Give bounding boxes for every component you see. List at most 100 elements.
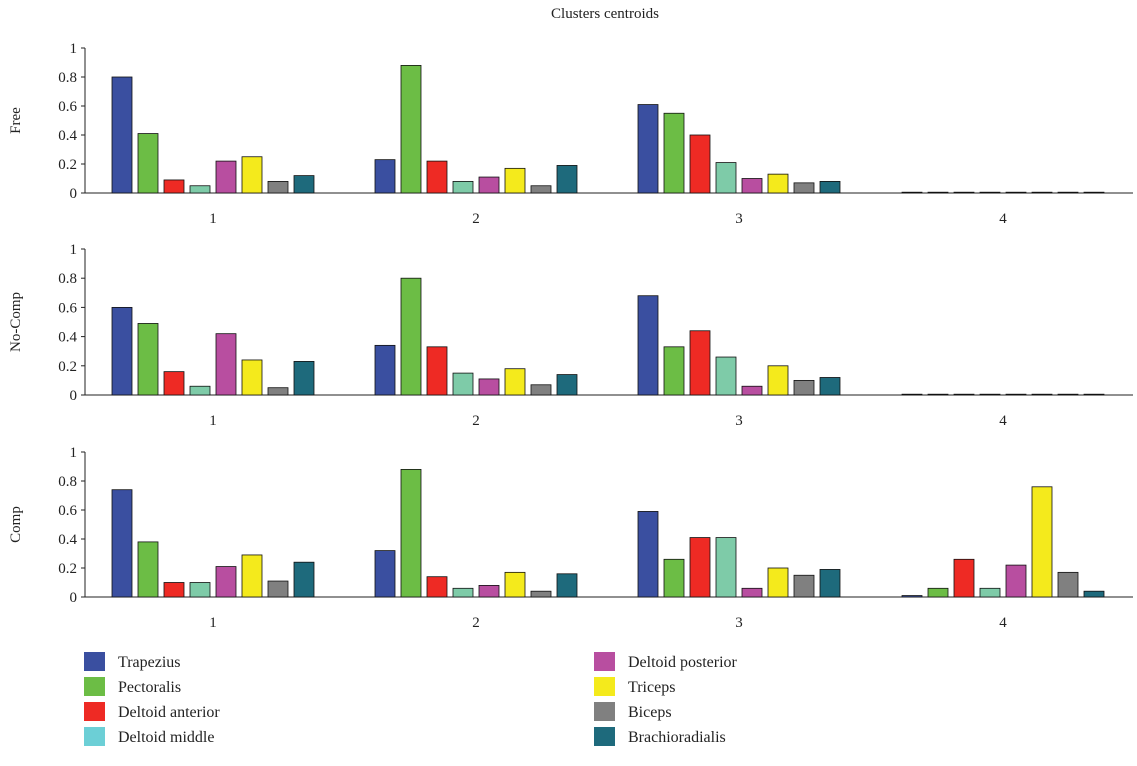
y-tick-label: 0.6: [58, 300, 77, 316]
bar-pectoralis: [927, 587, 949, 598]
y-tick-label: 1: [70, 41, 78, 57]
bar-biceps: [267, 580, 289, 598]
x-tick-label: 1: [209, 211, 217, 227]
bar-deltoid-anterior: [426, 160, 448, 194]
y-tick-label: 0: [70, 186, 78, 202]
x-tick-label: 3: [735, 413, 743, 429]
bar-trapezius: [637, 511, 659, 598]
bar-deltoid-posterior: [741, 385, 763, 396]
bar-group-2: [374, 277, 578, 396]
bar-deltoid-anterior: [953, 191, 975, 194]
bar-trapezius: [111, 489, 133, 598]
bar-trapezius: [111, 76, 133, 194]
bar-pectoralis: [927, 393, 949, 396]
legend-swatch: [84, 677, 105, 696]
legend: Trapezius Pectoralis Deltoid anterior Delto…: [84, 652, 738, 746]
legend-label: Deltoid posterior: [628, 654, 738, 671]
legend-label: Triceps: [628, 679, 675, 696]
y-tick-label: 0.4: [58, 330, 77, 346]
bar-triceps: [504, 167, 526, 194]
bar-group-4: [901, 393, 1105, 396]
bar-brachioradialis: [819, 377, 841, 396]
bar-deltoid-anterior: [689, 330, 711, 396]
bar-pectoralis: [400, 277, 422, 396]
bar-pectoralis: [663, 346, 685, 396]
bar-group-1: [111, 76, 315, 194]
bar-deltoid-posterior: [215, 566, 237, 598]
bar-deltoid-middle: [189, 582, 211, 598]
bar-brachioradialis: [819, 569, 841, 598]
bar-brachioradialis: [293, 561, 315, 598]
x-tick-label: 4: [999, 413, 1007, 429]
bar-trapezius: [637, 295, 659, 396]
y-tick-label: 1: [70, 242, 78, 258]
bar-biceps: [793, 182, 815, 194]
bar-biceps: [793, 574, 815, 598]
bar-deltoid-middle: [979, 587, 1001, 598]
bar-deltoid-anterior: [953, 558, 975, 598]
panel-2: 0 0.2 0.4 0.6 0.8 1 No-Comp 1 2 3 4: [8, 242, 1133, 429]
bar-deltoid-middle: [715, 537, 737, 598]
legend-item-deltoid-anterior: Deltoid anterior: [84, 702, 220, 721]
bar-deltoid-posterior: [741, 587, 763, 598]
bar-biceps: [530, 384, 552, 396]
bar-brachioradialis: [556, 165, 578, 194]
bar-group-3: [637, 295, 841, 396]
bar-group-2: [374, 468, 578, 598]
y-tick-label: 1: [70, 445, 78, 461]
panels: 0 0.2 0.4 0.6 0.8 1 Free 1 2 3 4 0 0.2 0.4 0.6 0.8 1 No-C…: [8, 41, 1133, 631]
bar-deltoid-anterior: [163, 582, 185, 598]
x-tick-label: 2: [472, 211, 480, 227]
bar-biceps: [1057, 191, 1079, 194]
bar-triceps: [767, 173, 789, 194]
bar-trapezius: [374, 344, 396, 396]
y-tick-label: 0: [70, 590, 78, 606]
bar-pectoralis: [137, 323, 159, 396]
bar-group-3: [637, 104, 841, 194]
y-tick-label: 0: [70, 388, 78, 404]
x-tick-label: 3: [735, 615, 743, 631]
bar-brachioradialis: [556, 374, 578, 396]
bar-trapezius: [901, 393, 923, 396]
y-tick-label: 0.4: [58, 128, 77, 144]
y-tick-label: 0.2: [58, 157, 77, 173]
bar-group-4: [901, 191, 1105, 194]
legend-label: Pectoralis: [118, 679, 181, 696]
bar-pectoralis: [137, 133, 159, 194]
legend-swatch: [594, 727, 615, 746]
bar-deltoid-middle: [979, 393, 1001, 396]
bar-deltoid-anterior: [163, 371, 185, 396]
bar-group-4: [901, 486, 1105, 598]
legend-label: Deltoid anterior: [118, 704, 220, 721]
bar-deltoid-posterior: [1005, 564, 1027, 598]
y-tick-label: 0.8: [58, 271, 77, 287]
y-tick-label: 0.8: [58, 474, 77, 490]
x-tick-label: 3: [735, 211, 743, 227]
bar-triceps: [241, 156, 263, 194]
y-axis-label: No-Comp: [8, 292, 24, 352]
bar-deltoid-posterior: [1005, 393, 1027, 396]
bar-deltoid-middle: [189, 185, 211, 194]
bar-deltoid-anterior: [426, 346, 448, 396]
legend-label: Trapezius: [118, 654, 181, 671]
legend-item-trapezius: Trapezius: [84, 652, 181, 671]
legend-label: Brachioradialis: [628, 729, 726, 746]
y-tick-label: 0.4: [58, 532, 77, 548]
bar-deltoid-anterior: [163, 179, 185, 194]
bar-brachioradialis: [293, 175, 315, 194]
bar-deltoid-posterior: [741, 178, 763, 194]
x-tick-label: 4: [999, 211, 1007, 227]
legend-swatch: [84, 727, 105, 746]
bar-brachioradialis: [293, 361, 315, 396]
bar-deltoid-middle: [452, 587, 474, 598]
bar-triceps: [767, 365, 789, 396]
y-tick-label: 0.6: [58, 99, 77, 115]
x-tick-label: 1: [209, 615, 217, 631]
bar-group-1: [111, 489, 315, 598]
legend-label: Deltoid middle: [118, 729, 214, 746]
x-tick-label: 4: [999, 615, 1007, 631]
bar-group-2: [374, 65, 578, 194]
bar-brachioradialis: [1083, 191, 1105, 194]
bar-trapezius: [374, 159, 396, 194]
